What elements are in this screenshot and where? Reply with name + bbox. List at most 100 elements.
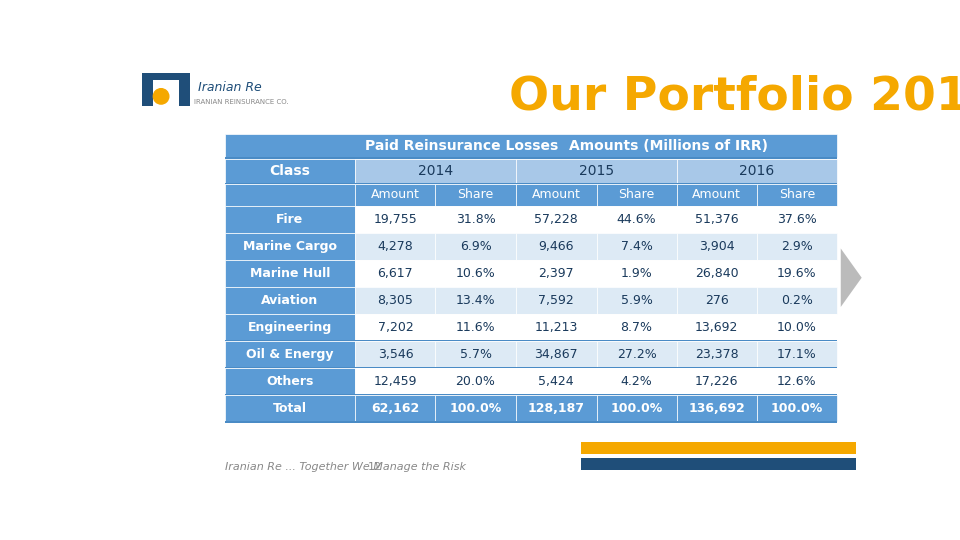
FancyBboxPatch shape — [225, 287, 355, 314]
Text: 31.8%: 31.8% — [456, 213, 495, 226]
FancyBboxPatch shape — [436, 260, 516, 287]
FancyBboxPatch shape — [516, 159, 677, 184]
FancyBboxPatch shape — [756, 368, 837, 394]
Text: 2015: 2015 — [579, 164, 613, 178]
FancyBboxPatch shape — [756, 184, 837, 206]
Polygon shape — [841, 248, 862, 307]
FancyBboxPatch shape — [596, 233, 677, 260]
FancyBboxPatch shape — [355, 341, 436, 367]
Text: 10.6%: 10.6% — [456, 267, 495, 280]
FancyBboxPatch shape — [225, 395, 355, 421]
Text: Oil & Energy: Oil & Energy — [246, 348, 334, 361]
Text: 12,459: 12,459 — [373, 375, 418, 388]
Text: 2016: 2016 — [739, 164, 775, 178]
FancyBboxPatch shape — [436, 206, 516, 233]
Text: Amount: Amount — [371, 188, 420, 201]
Text: Engineering: Engineering — [248, 321, 332, 334]
FancyBboxPatch shape — [677, 287, 756, 314]
FancyBboxPatch shape — [355, 287, 436, 314]
Text: 51,376: 51,376 — [695, 213, 738, 226]
FancyBboxPatch shape — [516, 395, 596, 421]
FancyBboxPatch shape — [596, 184, 677, 206]
FancyBboxPatch shape — [436, 314, 516, 340]
Text: Paid Reinsurance Losses: Paid Reinsurance Losses — [365, 139, 558, 153]
Text: 3,546: 3,546 — [377, 348, 413, 361]
FancyBboxPatch shape — [677, 206, 756, 233]
FancyBboxPatch shape — [596, 341, 677, 367]
Text: Our Portfolio 2016: Our Portfolio 2016 — [509, 75, 960, 120]
FancyBboxPatch shape — [355, 260, 436, 287]
Text: 17,226: 17,226 — [695, 375, 738, 388]
Text: 5.9%: 5.9% — [621, 294, 653, 307]
FancyBboxPatch shape — [596, 314, 677, 340]
Text: 34,867: 34,867 — [534, 348, 578, 361]
FancyBboxPatch shape — [225, 367, 837, 368]
Text: 1.9%: 1.9% — [621, 267, 653, 280]
FancyBboxPatch shape — [436, 287, 516, 314]
FancyBboxPatch shape — [225, 260, 355, 287]
Text: 12: 12 — [368, 462, 382, 472]
Text: 19.6%: 19.6% — [777, 267, 817, 280]
FancyBboxPatch shape — [225, 368, 355, 394]
FancyBboxPatch shape — [225, 157, 837, 159]
FancyBboxPatch shape — [756, 233, 837, 260]
FancyBboxPatch shape — [179, 72, 190, 106]
FancyBboxPatch shape — [756, 341, 837, 367]
Text: 5.7%: 5.7% — [460, 348, 492, 361]
Text: 6,617: 6,617 — [377, 267, 413, 280]
Text: 44.6%: 44.6% — [616, 213, 657, 226]
Text: 100.0%: 100.0% — [449, 402, 502, 415]
FancyBboxPatch shape — [142, 72, 153, 106]
FancyBboxPatch shape — [355, 159, 516, 184]
FancyBboxPatch shape — [677, 159, 837, 184]
Text: 8,305: 8,305 — [377, 294, 414, 307]
Text: 100.0%: 100.0% — [771, 402, 823, 415]
FancyBboxPatch shape — [516, 260, 596, 287]
FancyBboxPatch shape — [677, 260, 756, 287]
Text: 3,904: 3,904 — [699, 240, 734, 253]
FancyBboxPatch shape — [581, 442, 856, 455]
FancyBboxPatch shape — [756, 260, 837, 287]
FancyBboxPatch shape — [677, 233, 756, 260]
Text: 2014: 2014 — [418, 164, 453, 178]
Text: 12.6%: 12.6% — [777, 375, 817, 388]
Text: 17.1%: 17.1% — [777, 348, 817, 361]
Text: 57,228: 57,228 — [534, 213, 578, 226]
Text: Marine Hull: Marine Hull — [250, 267, 330, 280]
Text: 136,692: 136,692 — [688, 402, 745, 415]
Text: 11.6%: 11.6% — [456, 321, 495, 334]
Text: 9,466: 9,466 — [539, 240, 574, 253]
FancyBboxPatch shape — [677, 368, 756, 394]
Text: 4,278: 4,278 — [377, 240, 413, 253]
FancyBboxPatch shape — [677, 395, 756, 421]
FancyBboxPatch shape — [436, 341, 516, 367]
FancyBboxPatch shape — [516, 341, 596, 367]
FancyBboxPatch shape — [142, 72, 190, 80]
Text: Share: Share — [779, 188, 815, 201]
Text: 19,755: 19,755 — [373, 213, 418, 226]
FancyBboxPatch shape — [756, 314, 837, 340]
FancyBboxPatch shape — [355, 395, 436, 421]
Text: Amount: Amount — [692, 188, 741, 201]
Text: IRANIAN REINSURANCE CO.: IRANIAN REINSURANCE CO. — [194, 99, 289, 105]
Text: 100.0%: 100.0% — [611, 402, 662, 415]
Text: Amounts (Millions of IRR): Amounts (Millions of IRR) — [569, 139, 768, 153]
FancyBboxPatch shape — [355, 206, 436, 233]
Text: Share: Share — [618, 188, 655, 201]
FancyBboxPatch shape — [436, 233, 516, 260]
FancyBboxPatch shape — [516, 368, 596, 394]
Text: 13,692: 13,692 — [695, 321, 738, 334]
FancyBboxPatch shape — [581, 457, 856, 470]
Text: 7,592: 7,592 — [539, 294, 574, 307]
Circle shape — [154, 89, 169, 104]
FancyBboxPatch shape — [756, 395, 837, 421]
FancyBboxPatch shape — [225, 233, 355, 260]
Text: 8.7%: 8.7% — [620, 321, 653, 334]
FancyBboxPatch shape — [596, 368, 677, 394]
Text: 2,397: 2,397 — [539, 267, 574, 280]
FancyBboxPatch shape — [225, 341, 355, 367]
FancyBboxPatch shape — [225, 314, 355, 340]
FancyBboxPatch shape — [756, 287, 837, 314]
FancyBboxPatch shape — [225, 340, 837, 341]
FancyBboxPatch shape — [355, 233, 436, 260]
